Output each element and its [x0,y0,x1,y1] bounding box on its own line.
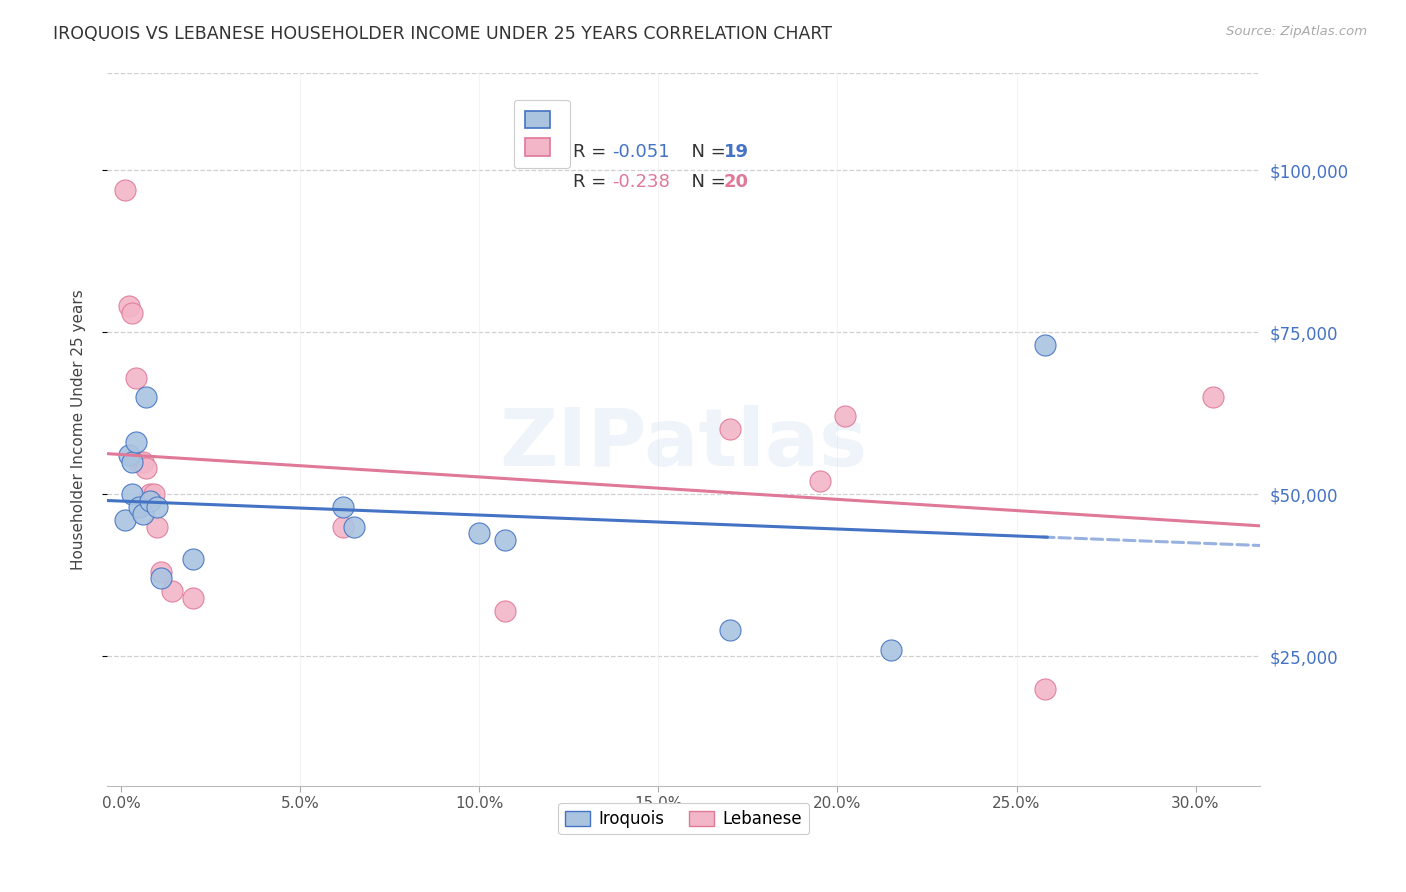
Text: Source: ZipAtlas.com: Source: ZipAtlas.com [1226,25,1367,38]
Point [132,455,155,469]
Point [160,584,183,599]
Point [121,487,143,501]
Point [146,519,169,533]
Point [718,624,741,638]
Text: N =: N = [681,173,731,192]
Point [494,533,516,547]
Point [1033,681,1056,696]
Point [139,493,162,508]
Point [1033,338,1056,352]
Point [114,183,136,197]
Text: N =: N = [681,144,731,161]
Point [332,500,354,515]
Point [128,500,150,515]
Point [718,422,741,436]
Point [142,487,165,501]
Point [494,604,516,618]
Text: R =: R = [574,144,612,161]
Text: IROQUOIS VS LEBANESE HOUSEHOLDER INCOME UNDER 25 YEARS CORRELATION CHART: IROQUOIS VS LEBANESE HOUSEHOLDER INCOME … [53,25,832,43]
Point [135,461,157,475]
Point [114,513,136,527]
Point [125,435,148,450]
Text: ZIPatlas: ZIPatlas [499,405,868,483]
Point [343,519,366,533]
Text: R =: R = [574,173,612,192]
Point [125,370,148,384]
Point [181,552,204,566]
Text: 20: 20 [724,173,748,192]
Point [332,519,354,533]
Point [117,448,139,462]
Text: -0.051: -0.051 [613,144,671,161]
Point [132,507,155,521]
Point [468,526,491,541]
Point [834,409,856,424]
Point [149,565,172,579]
Point [146,500,169,515]
Point [139,487,162,501]
Point [135,390,157,404]
Text: -0.238: -0.238 [613,173,671,192]
Legend: Iroquois, Lebanese: Iroquois, Lebanese [558,803,808,835]
Point [880,642,903,657]
Y-axis label: Householder Income Under 25 years: Householder Income Under 25 years [72,289,86,570]
Point [149,571,172,585]
Point [181,591,204,605]
Point [117,299,139,313]
Point [808,474,831,488]
Point [121,455,143,469]
Point [128,455,150,469]
Point [1202,390,1225,404]
Point [121,306,143,320]
Text: 19: 19 [724,144,748,161]
